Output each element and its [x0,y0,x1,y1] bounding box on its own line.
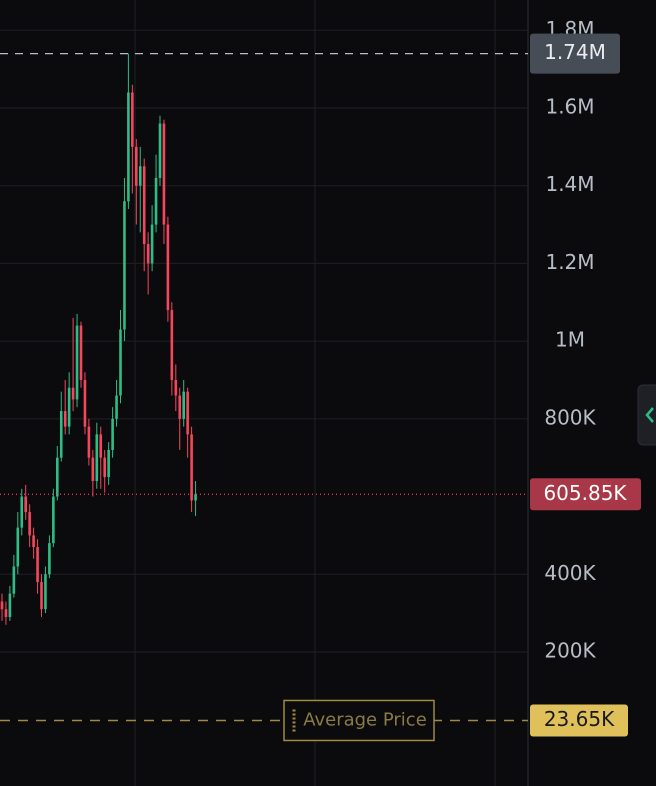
candle-body [56,457,59,497]
y-tick-label: 1.2M [545,250,594,274]
average-price-label: 23.65K [544,707,615,731]
candle-body [20,496,24,528]
candle-body [87,426,91,458]
candle-body [63,411,67,427]
candle-body [44,574,47,610]
candle-body [59,411,63,458]
candle-body [8,593,12,617]
candle-body [150,224,154,264]
y-tick-label: 800K [544,405,596,429]
candle-body [24,496,27,513]
side-handle[interactable] [637,384,656,446]
high-label: 1.74M [544,40,606,64]
candle-body [0,601,4,610]
candle-body [174,379,178,396]
candle-body [111,418,114,450]
overlays: 1.74M 605.85K Average Price 23.65K [0,33,641,742]
candle-body [99,434,103,458]
candle-body [67,387,71,427]
candle-body [40,582,43,610]
candle-body [48,543,51,575]
candle-body [138,166,142,186]
y-tick-label: 200K [544,638,596,662]
candle-body [32,535,35,548]
candle-body [135,146,138,186]
candle-body [52,496,55,544]
candle-body [79,325,83,380]
candle-body [103,457,106,478]
y-tick-label: 1.6M [545,95,594,119]
candle-body [28,512,31,536]
last-price-tag [530,478,641,511]
candle-body [162,123,166,225]
candle-body [131,92,134,147]
candle-body [190,434,193,501]
candle-body [142,166,146,244]
high-tag [530,33,620,74]
candle-body [12,566,16,594]
candle-body [146,243,150,264]
candle-body [75,325,79,400]
candle-body [16,527,20,567]
candle-body [115,395,118,419]
candle-body [71,387,75,400]
candle-body [36,547,39,583]
candle-body [83,379,87,427]
y-tick-label: 400K [544,561,596,585]
average-price-tag [530,704,628,737]
candle-body [4,609,8,617]
candle-body [194,494,197,501]
candle-body [182,391,185,419]
candle-body [127,92,130,202]
candle-body [166,224,170,311]
candle-body [107,449,110,478]
candle-body [95,434,99,482]
candles [0,53,197,625]
candle-body [170,310,174,380]
candle-body [154,177,158,225]
y-tick-label: 1.4M [545,172,594,196]
candle-body [119,329,122,396]
last-price-label: 605.85K [543,481,627,505]
candle-body [186,391,189,435]
average-price-box [283,699,435,742]
chevron [645,407,654,423]
candle-body [123,201,126,330]
y-tick-label: 1M [555,328,585,352]
average-price-name: Average Price [303,709,427,730]
candle-body [91,457,95,482]
candle-body [178,395,182,419]
candle-body [158,123,162,178]
